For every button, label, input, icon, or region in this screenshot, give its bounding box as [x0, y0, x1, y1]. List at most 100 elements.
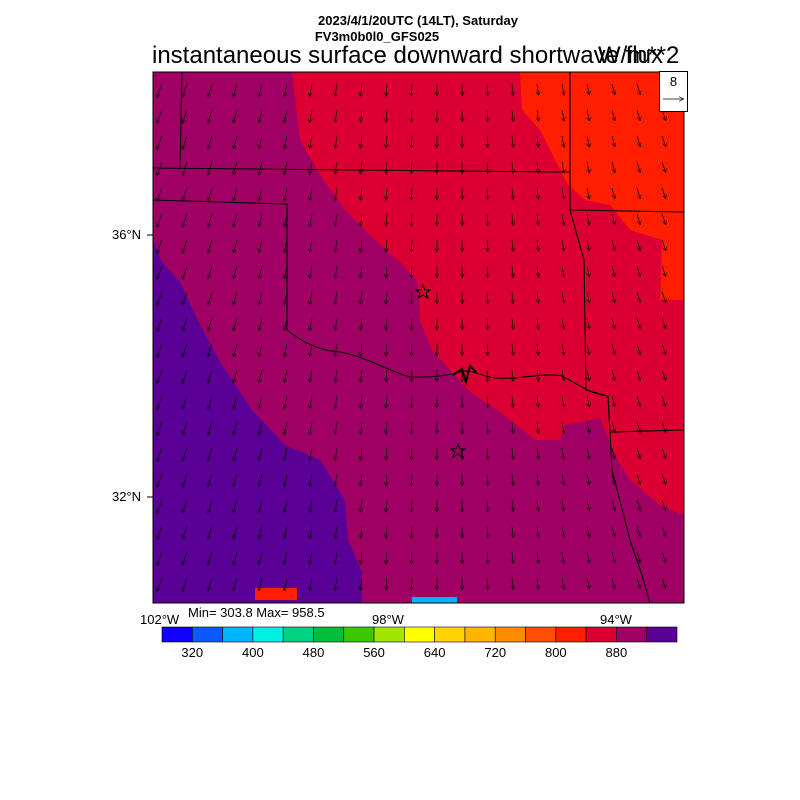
wind-arrow — [259, 265, 263, 278]
wind-arrow — [233, 447, 238, 461]
wind-arrow — [361, 187, 362, 200]
wind-arrow — [284, 577, 288, 590]
wind-arrow — [284, 525, 288, 538]
wind-arrow — [386, 317, 387, 330]
wind-arrow — [361, 109, 362, 122]
wind-arrow — [284, 551, 288, 564]
wind-arrow — [611, 265, 615, 276]
wind-arrow — [233, 525, 238, 539]
city-star-dfw — [449, 442, 467, 459]
wind-arrow — [335, 551, 337, 564]
wind-arrow — [233, 369, 238, 383]
wind-arrow — [233, 317, 238, 331]
wind-arrow — [587, 577, 589, 589]
wind-arrow — [361, 551, 362, 564]
wind-arrow — [310, 447, 312, 460]
wind-arrow — [636, 551, 640, 562]
wind-arrow — [284, 265, 288, 278]
wind-arrow — [386, 109, 387, 122]
wind-arrow — [386, 343, 387, 356]
vector-reference-arrow-icon — [663, 72, 687, 111]
wind-arrow — [587, 473, 589, 485]
wind-arrow — [233, 577, 238, 591]
wind-arrow — [487, 369, 488, 381]
wind-arrow — [487, 187, 488, 199]
wind-arrow — [361, 239, 362, 252]
wind-arrow — [661, 551, 666, 562]
wind-arrow — [661, 577, 666, 588]
wind-arrow — [587, 135, 589, 147]
wind-arrow — [335, 239, 337, 252]
wind-arrow — [636, 317, 640, 328]
wind-arrow — [386, 421, 387, 434]
wind-arrow — [611, 525, 615, 536]
wind-arrow — [183, 369, 188, 383]
colorbar-swatch — [282, 626, 314, 643]
wind-arrow — [661, 161, 666, 172]
wind-arrow — [487, 213, 488, 225]
wind-arrow — [661, 317, 666, 328]
wind-arrow — [636, 395, 640, 406]
wind-arrow — [411, 161, 412, 174]
wind-arrow — [259, 369, 263, 382]
wind-arrow — [487, 473, 488, 485]
wind-arrow — [562, 135, 564, 147]
wind-arrow — [208, 473, 213, 487]
wind-arrow — [310, 317, 312, 330]
wind-arrow — [259, 447, 263, 460]
lat-label-36n: 36°N — [112, 227, 141, 242]
wind-arrow — [259, 187, 263, 200]
colorbar-tick-label: 320 — [181, 645, 204, 660]
wind-arrow — [183, 551, 188, 565]
wind-arrow — [537, 525, 539, 537]
wind-arrow — [661, 447, 666, 458]
wind-arrow — [386, 395, 387, 408]
wind-arrow — [208, 395, 213, 409]
wind-arrow — [335, 83, 337, 96]
wind-arrow — [587, 239, 589, 251]
wind-arrow — [335, 525, 337, 538]
wind-arrow — [233, 499, 238, 513]
colorbar-tick-label: 640 — [423, 645, 446, 660]
wind-arrow — [611, 161, 615, 172]
wind-arrow — [661, 187, 666, 198]
wind-arrow — [636, 447, 640, 458]
wind-arrow — [335, 499, 337, 512]
wind-arrow — [386, 525, 387, 538]
wind-arrow — [361, 317, 362, 330]
field-region-bright-red — [520, 72, 684, 300]
wind-arrow — [611, 213, 615, 224]
wind-arrow — [661, 499, 666, 510]
wind-arrow — [233, 239, 238, 253]
wind-arrow — [284, 83, 288, 96]
wind-arrow — [636, 83, 640, 94]
wind-arrow — [512, 135, 513, 147]
wind-arrow — [157, 83, 163, 97]
wind-arrow — [310, 161, 312, 174]
wind-arrow — [512, 343, 513, 355]
wind-arrow — [157, 369, 163, 383]
wind-arrow — [562, 395, 564, 407]
wind-arrow — [361, 135, 362, 148]
wind-arrow — [537, 447, 539, 459]
wind-arrow — [487, 447, 488, 459]
wind-arrow — [157, 473, 163, 487]
wind-arrow — [411, 447, 412, 460]
wind-arrow — [183, 135, 188, 149]
wind-arrow — [335, 317, 337, 330]
wind-arrow — [386, 577, 387, 590]
wind-arrow — [335, 265, 337, 278]
wind-arrow — [259, 473, 263, 486]
vector-reference-value: 8 — [669, 74, 678, 89]
wind-arrow — [310, 187, 312, 200]
wind-arrow — [411, 473, 412, 486]
wind-arrow — [157, 317, 163, 331]
wind-arrow — [310, 577, 312, 590]
wind-arrow — [537, 369, 539, 381]
wind-arrow — [636, 135, 640, 146]
wind-arrow — [310, 109, 312, 122]
wind-arrow — [284, 473, 288, 486]
wind-arrow — [611, 447, 615, 458]
wind-arrow — [487, 551, 488, 563]
wind-arrow — [411, 265, 412, 278]
